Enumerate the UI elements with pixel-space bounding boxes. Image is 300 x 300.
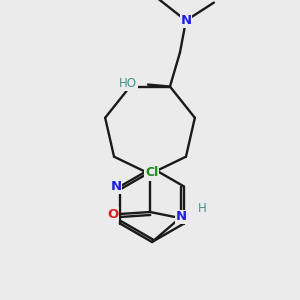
Text: N: N: [176, 211, 187, 224]
Text: N: N: [110, 180, 122, 193]
Text: Cl: Cl: [146, 167, 159, 179]
Text: HO: HO: [119, 77, 137, 90]
Text: N: N: [144, 167, 156, 181]
Text: H: H: [198, 202, 206, 214]
Text: O: O: [107, 208, 118, 220]
Text: N: N: [180, 14, 191, 27]
